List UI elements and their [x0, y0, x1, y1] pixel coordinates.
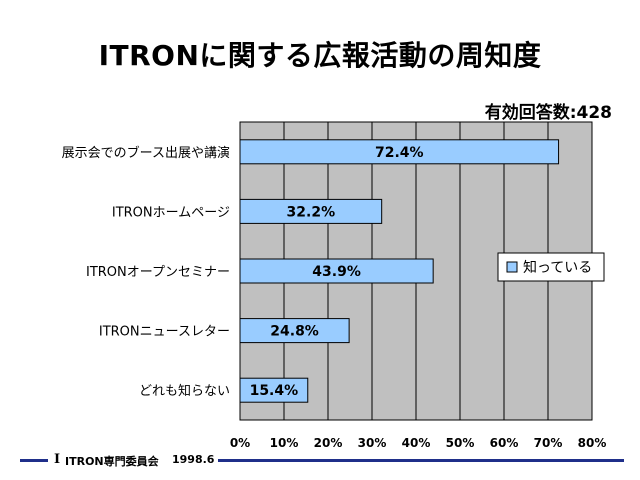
x-tick-label: 20%	[314, 436, 343, 450]
category-label: ITRONホームページ	[112, 205, 230, 220]
category-label: 展示会でのブース出展や講演	[62, 145, 230, 161]
x-tick-label: 40%	[402, 436, 431, 450]
footer-rule-left	[20, 459, 48, 462]
itron-logo-icon: I	[54, 452, 61, 467]
legend-swatch	[506, 261, 518, 273]
footer-date: 1998.6	[172, 453, 215, 466]
x-tick-label: 0%	[230, 436, 250, 450]
category-label: ITRONオープンセミナー	[86, 265, 230, 280]
footer-rule-right	[218, 459, 624, 462]
bar	[239, 377, 309, 403]
category-label: ITRONニュースレター	[99, 325, 230, 340]
x-tick-label: 80%	[578, 436, 607, 450]
bar	[239, 318, 350, 344]
x-tick-label: 70%	[534, 436, 563, 450]
bar	[239, 258, 434, 284]
legend-label: 知っている	[523, 259, 592, 276]
footer: I ITRON専門委員会 1998.6	[20, 452, 624, 468]
x-tick-label: 10%	[270, 436, 299, 450]
data-label: 32.2%	[287, 204, 336, 220]
bar	[239, 198, 383, 224]
data-label: 72.4%	[375, 145, 424, 161]
x-tick-label: 60%	[490, 436, 519, 450]
data-label: 43.9%	[312, 264, 361, 280]
respondent-count: 有効回答数:428	[484, 103, 612, 123]
footer-organization: ITRON専門委員会	[65, 455, 159, 468]
data-label: 24.8%	[270, 324, 319, 340]
x-tick-label: 30%	[358, 436, 387, 450]
bar	[239, 139, 560, 165]
x-tick-label: 50%	[446, 436, 475, 450]
data-label: 15.4%	[250, 383, 299, 399]
chart-title: ITRONに関する広報活動の周知度	[98, 39, 542, 72]
category-label: どれも知らない	[139, 383, 230, 399]
